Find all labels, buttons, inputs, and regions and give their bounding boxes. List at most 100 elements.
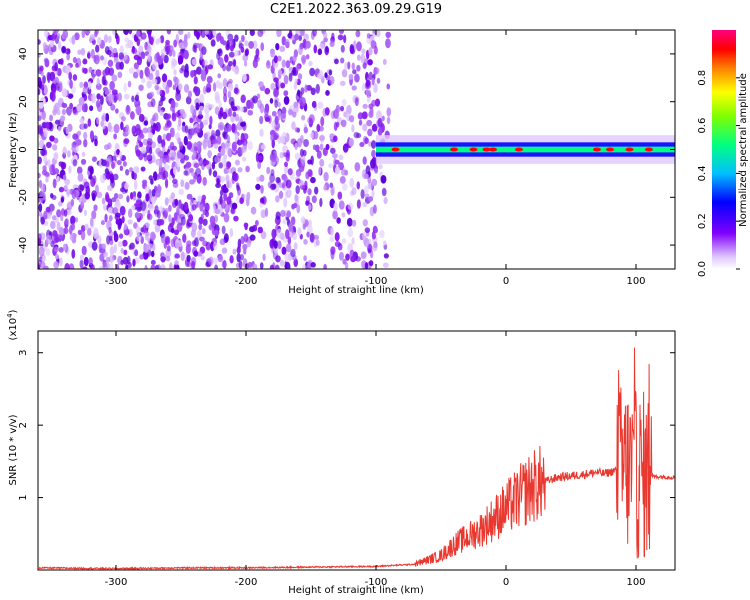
signal-peak [606,147,614,152]
noise-cell [257,226,264,234]
noise-cell [213,82,217,92]
noise-cell [56,109,61,116]
noise-cell [109,246,114,256]
colorbar-tick-label: 0.6 [697,118,708,134]
noise-cell [56,33,61,40]
noise-cell [226,134,231,144]
noise-cell [325,89,330,96]
noise-cell [173,166,177,175]
colorbar-gradient [712,30,736,269]
noise-cell [80,230,86,241]
noise-cell [164,178,169,189]
noise-cell [260,209,267,219]
noise-cell [45,234,52,245]
noise-cell [331,32,335,40]
noise-cell [107,35,112,44]
noise-cell [306,231,310,238]
noise-cell [258,81,264,88]
noise-cell [336,217,341,224]
noise-cell [105,194,110,203]
noise-cell [259,197,265,205]
x-tick-label: 100 [626,276,645,287]
noise-cell [239,253,245,261]
noise-cell [223,112,227,119]
y-tick-label: 0 [18,146,29,152]
noise-cell [40,70,44,77]
noise-cell [246,241,251,248]
noise-cell [355,30,361,38]
noise-cell [108,226,112,234]
noise-cell [151,78,158,85]
noise-cell [372,243,378,252]
noise-cell [242,74,247,83]
noise-cell [209,103,215,110]
noise-cell [108,214,113,222]
noise-cell [123,93,130,100]
y-tick-label: -40 [18,237,29,253]
noise-cell [300,87,305,95]
noise-cell [234,34,239,42]
noise-cell [271,228,277,239]
noise-cell [53,30,59,34]
noise-cell [310,261,316,268]
noise-cell [323,37,328,43]
noise-cell [65,126,69,135]
noise-cell [285,60,291,69]
signal-peak [391,147,400,152]
noise-cell [368,47,373,56]
snr-y-label: SNR (10 * v/v) [8,414,19,485]
noise-cell [212,170,218,178]
noise-cell [200,30,206,39]
noise-cell [160,264,166,269]
noise-cell [240,94,246,104]
noise-cell [53,137,59,144]
noise-cell [77,172,84,182]
noise-cell [183,49,189,60]
noise-cell [49,71,56,82]
noise-cell [275,211,281,220]
noise-cell [100,120,104,127]
noise-cell [117,193,124,200]
noise-cell [205,241,211,251]
noise-cell [120,247,124,254]
noise-cell [100,55,104,61]
snr-plot-area [38,347,675,570]
noise-cell [56,221,61,232]
noise-cell [351,187,357,196]
noise-cell [57,41,62,50]
noise-cell [141,179,148,185]
noise-cell [104,46,110,55]
noise-cell [146,30,153,36]
noise-cell [386,83,391,90]
noise-cell [338,200,345,210]
noise-cell [241,145,247,153]
noise-cell [252,263,258,269]
noise-cell [233,172,239,182]
noise-cell [166,245,171,252]
noise-cell [78,197,84,203]
noise-cell [68,165,72,174]
noise-cell [170,152,176,158]
noise-cell [252,58,258,69]
noise-cell [135,127,142,136]
noise-cell [152,242,156,252]
noise-cell [219,238,226,246]
noise-cell [173,69,177,76]
noise-cell [162,154,167,164]
noise-cell [61,108,66,115]
noise-cell [362,219,368,227]
noise-cell [240,121,246,127]
noise-cell [202,138,208,149]
noise-cell [257,155,263,161]
noise-cell [362,123,368,132]
noise-cell [150,178,154,185]
noise-cell [236,184,240,191]
noise-cell [102,75,107,86]
noise-cell [196,230,202,240]
noise-cell [381,187,387,197]
noise-cell [175,91,182,102]
noise-cell [273,240,278,249]
noise-cell [237,167,243,173]
noise-cell [357,112,364,120]
noise-cell [340,57,345,64]
